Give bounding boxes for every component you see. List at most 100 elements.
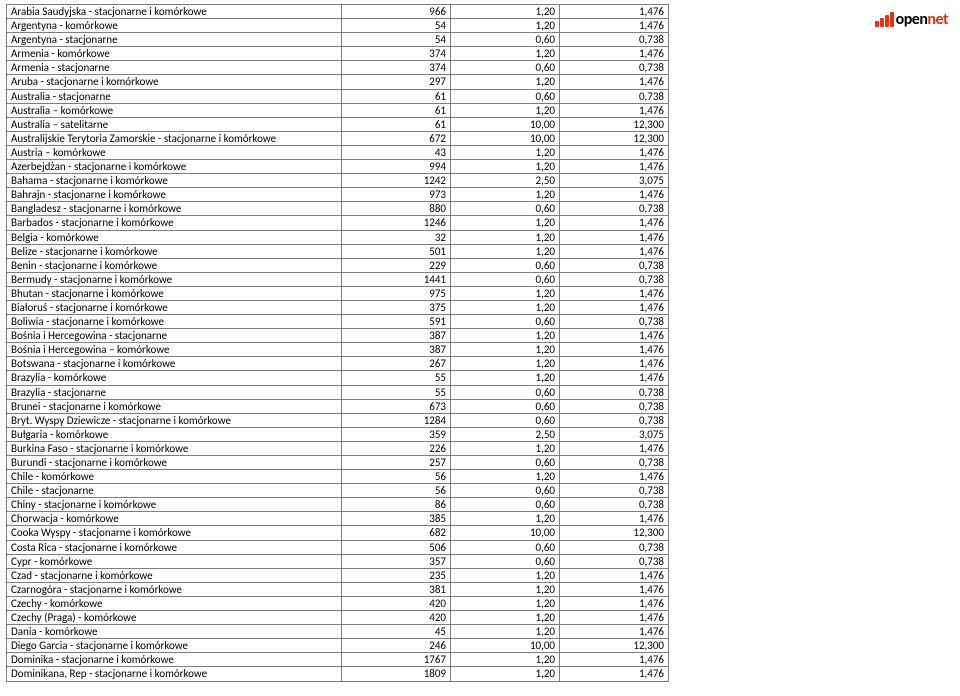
- value-cell: 0,60: [451, 399, 560, 413]
- value-cell: 1,476: [560, 47, 669, 61]
- country-cell: Botswana - stacjonarne i komórkowe: [7, 357, 342, 371]
- table-row: Australia – komórkowe611,201,476: [7, 103, 669, 117]
- value-cell: 1,20: [451, 216, 560, 230]
- table-row: Czarnogóra - stacjonarne i komórkowe3811…: [7, 582, 669, 596]
- value-cell: 0,738: [560, 33, 669, 47]
- value-cell: 1,476: [560, 596, 669, 610]
- country-cell: Bhutan - stacjonarne i komórkowe: [7, 286, 342, 300]
- value-cell: 1,20: [451, 512, 560, 526]
- table-row: Bryt. Wyspy Dziewicze - stacjonarne i ko…: [7, 413, 669, 427]
- value-cell: 86: [342, 498, 451, 512]
- value-cell: 1,20: [451, 5, 560, 19]
- country-cell: Burundi - stacjonarne i komórkowe: [7, 456, 342, 470]
- value-cell: 375: [342, 300, 451, 314]
- value-cell: 61: [342, 117, 451, 131]
- country-cell: Dania - komórkowe: [7, 625, 342, 639]
- value-cell: 1,476: [560, 582, 669, 596]
- value-cell: 1,476: [560, 470, 669, 484]
- value-cell: 1,476: [560, 216, 669, 230]
- value-cell: 0,60: [451, 498, 560, 512]
- value-cell: 1,476: [560, 653, 669, 667]
- country-cell: Brazylia - komórkowe: [7, 371, 342, 385]
- table-row: Azerbejdżan - stacjonarne i komórkowe994…: [7, 160, 669, 174]
- value-cell: 0,738: [560, 399, 669, 413]
- value-cell: 1,20: [451, 103, 560, 117]
- value-cell: 56: [342, 484, 451, 498]
- country-cell: Czechy (Praga) - komórkowe: [7, 611, 342, 625]
- value-cell: 973: [342, 188, 451, 202]
- value-cell: 994: [342, 160, 451, 174]
- table-row: Austria – komórkowe431,201,476: [7, 145, 669, 159]
- country-cell: Bangladesz - stacjonarne i komórkowe: [7, 202, 342, 216]
- value-cell: 1,20: [451, 145, 560, 159]
- table-row: Arabia Saudyjska - stacjonarne i komórko…: [7, 5, 669, 19]
- value-cell: 1,476: [560, 441, 669, 455]
- value-cell: 0,60: [451, 484, 560, 498]
- value-cell: 1,476: [560, 329, 669, 343]
- table-row: Chile - stacjonarne560,600,738: [7, 484, 669, 498]
- value-cell: 1,476: [560, 188, 669, 202]
- country-cell: Belize - stacjonarne i komórkowe: [7, 244, 342, 258]
- country-cell: Argentyna - stacjonarne: [7, 33, 342, 47]
- country-cell: Cooka Wyspy - stacjonarne i komórkowe: [7, 526, 342, 540]
- value-cell: 374: [342, 61, 451, 75]
- country-cell: Azerbejdżan - stacjonarne i komórkowe: [7, 160, 342, 174]
- value-cell: 0,738: [560, 554, 669, 568]
- value-cell: 12,300: [560, 526, 669, 540]
- value-cell: 297: [342, 75, 451, 89]
- value-cell: 1,20: [451, 441, 560, 455]
- value-cell: 1,20: [451, 244, 560, 258]
- value-cell: 1,20: [451, 286, 560, 300]
- value-cell: 1,20: [451, 160, 560, 174]
- signal-icon: [875, 12, 894, 27]
- table-row: Armenia - komórkowe3741,201,476: [7, 47, 669, 61]
- value-cell: 1,20: [451, 329, 560, 343]
- value-cell: 1,20: [451, 625, 560, 639]
- value-cell: 12,300: [560, 117, 669, 131]
- table-row: Bangladesz - stacjonarne i komórkowe8800…: [7, 202, 669, 216]
- table-row: Cooka Wyspy - stacjonarne i komórkowe682…: [7, 526, 669, 540]
- value-cell: 420: [342, 596, 451, 610]
- table-row: Burkina Faso - stacjonarne i komórkowe22…: [7, 441, 669, 455]
- table-row: Czechy (Praga) - komórkowe4201,201,476: [7, 611, 669, 625]
- value-cell: 267: [342, 357, 451, 371]
- value-cell: 0,738: [560, 456, 669, 470]
- value-cell: 506: [342, 540, 451, 554]
- table-row: Bahama - stacjonarne i komórkowe12422,50…: [7, 174, 669, 188]
- value-cell: 0,60: [451, 315, 560, 329]
- value-cell: 1,476: [560, 625, 669, 639]
- table-row: Chiny - stacjonarne i komórkowe860,600,7…: [7, 498, 669, 512]
- table-row: Benin - stacjonarne i komórkowe2290,600,…: [7, 258, 669, 272]
- country-cell: Dominika - stacjonarne i komórkowe: [7, 653, 342, 667]
- table-row: Chile - komórkowe561,201,476: [7, 470, 669, 484]
- value-cell: 1,476: [560, 667, 669, 681]
- table-row: Brazylia - komórkowe551,201,476: [7, 371, 669, 385]
- table-row: Dominikana, Rep - stacjonarne i komórkow…: [7, 667, 669, 681]
- value-cell: 682: [342, 526, 451, 540]
- country-cell: Australia - stacjonarne: [7, 89, 342, 103]
- country-cell: Austria – komórkowe: [7, 145, 342, 159]
- value-cell: 12,300: [560, 639, 669, 653]
- value-cell: 1809: [342, 667, 451, 681]
- value-cell: 672: [342, 131, 451, 145]
- value-cell: 1242: [342, 174, 451, 188]
- value-cell: 1,476: [560, 371, 669, 385]
- table-row: Chorwacja - komórkowe3851,201,476: [7, 512, 669, 526]
- table-row: Bahrajn - stacjonarne i komórkowe9731,20…: [7, 188, 669, 202]
- value-cell: 10,00: [451, 526, 560, 540]
- country-cell: Czechy - komórkowe: [7, 596, 342, 610]
- brand-logo: opennet: [875, 10, 948, 29]
- value-cell: 45: [342, 625, 451, 639]
- value-cell: 1,20: [451, 343, 560, 357]
- table-row: Argentyna - komórkowe541,201,476: [7, 19, 669, 33]
- value-cell: 226: [342, 441, 451, 455]
- table-row: Brunei - stacjonarne i komórkowe6730,600…: [7, 399, 669, 413]
- country-cell: Benin - stacjonarne i komórkowe: [7, 258, 342, 272]
- value-cell: 387: [342, 343, 451, 357]
- value-cell: 0,60: [451, 385, 560, 399]
- value-cell: 1,476: [560, 286, 669, 300]
- value-cell: 2,50: [451, 174, 560, 188]
- table-row: Czad - stacjonarne i komórkowe2351,201,4…: [7, 568, 669, 582]
- brand-text: opennet: [896, 10, 948, 29]
- table-row: Belgia - komórkowe321,201,476: [7, 230, 669, 244]
